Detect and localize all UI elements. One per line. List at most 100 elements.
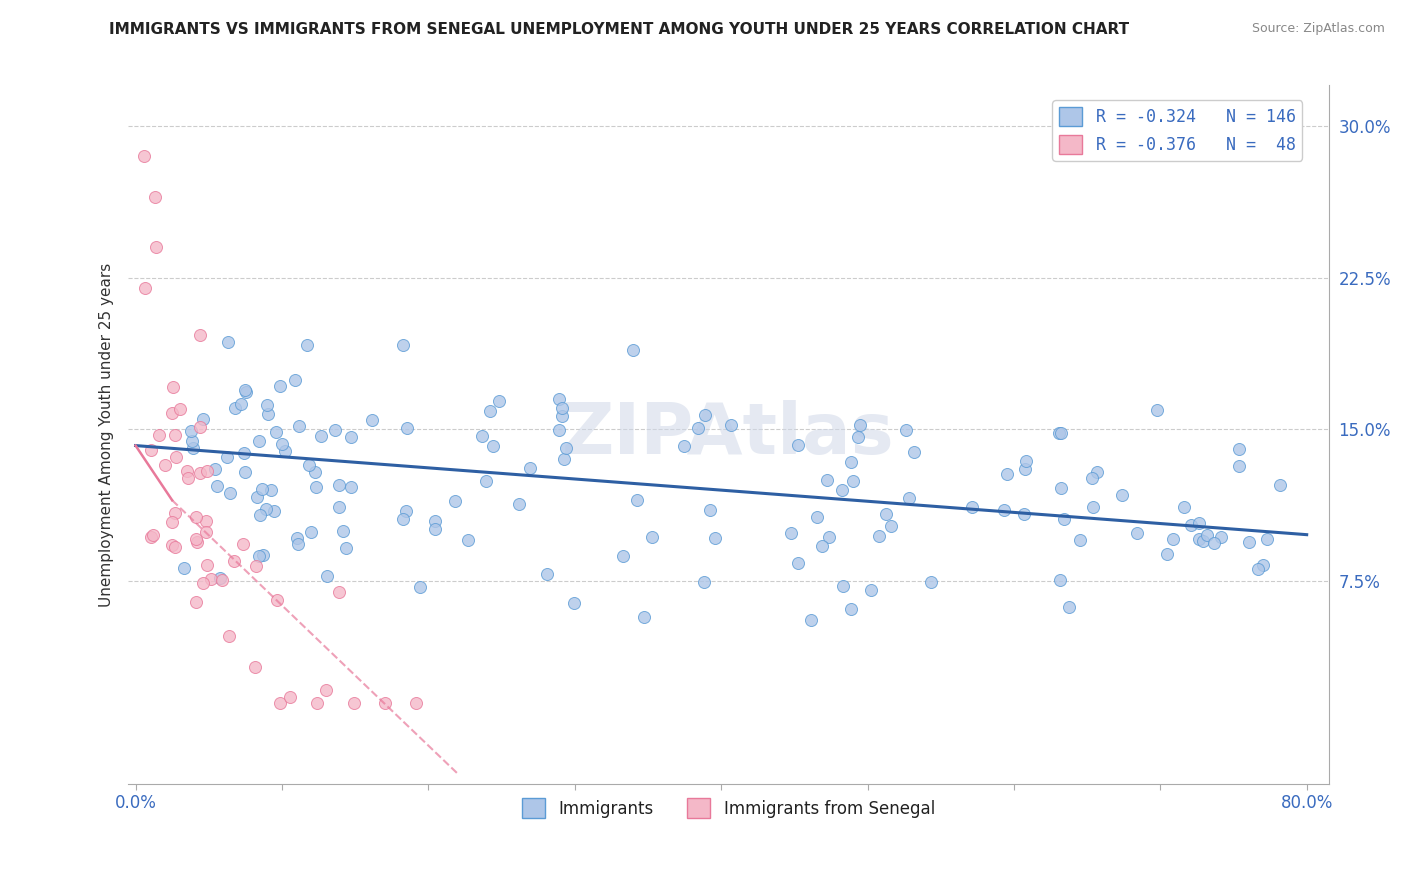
Point (247, 434, 270, 449)
Point (278, 690, 301, 704)
Point (880, 519, 903, 533)
Point (839, 602, 862, 616)
Point (481, 439, 503, 453)
Point (641, 530, 664, 544)
Point (1049, 426, 1071, 441)
Point (457, 533, 479, 548)
Point (1111, 488, 1133, 502)
Point (256, 398, 278, 412)
Point (688, 420, 710, 434)
Point (875, 507, 897, 521)
Point (550, 401, 572, 415)
Point (633, 610, 655, 624)
Point (831, 483, 853, 497)
Point (219, 485, 242, 500)
Point (1192, 534, 1215, 549)
Y-axis label: Unemployment Among Youth under 25 years: Unemployment Among Youth under 25 years (100, 262, 114, 607)
Point (160, 538, 183, 552)
Point (1180, 517, 1202, 532)
Point (1081, 470, 1104, 484)
Point (394, 504, 416, 518)
Point (1256, 532, 1278, 546)
Point (245, 660, 267, 674)
Point (165, 428, 187, 442)
Point (1188, 516, 1211, 530)
Point (849, 417, 872, 432)
Point (215, 450, 238, 465)
Point (612, 549, 634, 564)
Point (264, 425, 287, 439)
Point (806, 509, 828, 524)
Point (134, 149, 156, 163)
Point (1085, 465, 1108, 479)
Point (274, 444, 297, 458)
Point (1125, 525, 1147, 540)
Point (139, 530, 162, 544)
Point (536, 566, 558, 581)
Point (195, 514, 218, 528)
Point (960, 500, 983, 514)
Point (626, 493, 648, 508)
Text: Source: ZipAtlas.com: Source: ZipAtlas.com (1251, 22, 1385, 36)
Point (405, 696, 427, 710)
Point (693, 575, 716, 590)
Point (176, 464, 198, 478)
Point (165, 450, 187, 464)
Point (1015, 453, 1038, 467)
Point (186, 534, 208, 549)
Point (233, 384, 256, 398)
Point (191, 411, 214, 425)
Point (444, 494, 467, 508)
Point (191, 575, 214, 590)
Point (139, 442, 162, 457)
Point (1227, 442, 1250, 456)
Point (811, 539, 834, 553)
Point (181, 442, 204, 456)
Point (162, 380, 184, 394)
Point (1057, 600, 1080, 615)
Point (1081, 500, 1104, 514)
Point (1188, 532, 1211, 546)
Point (699, 503, 721, 517)
Point (143, 189, 166, 203)
Point (235, 384, 257, 399)
Point (285, 532, 308, 546)
Point (1049, 574, 1071, 588)
Point (343, 696, 366, 710)
Point (548, 424, 571, 438)
Point (231, 397, 253, 411)
Point (562, 596, 585, 610)
Point (195, 558, 218, 572)
Point (173, 561, 195, 575)
Point (142, 528, 165, 542)
Point (304, 465, 326, 479)
Point (250, 482, 273, 496)
Point (1053, 512, 1076, 526)
Point (284, 372, 307, 386)
Point (299, 524, 322, 539)
Point (134, 280, 156, 294)
Point (194, 525, 217, 540)
Point (846, 430, 869, 444)
Point (266, 593, 288, 607)
Point (471, 428, 494, 442)
Point (1069, 533, 1091, 547)
Point (247, 549, 270, 563)
Point (1049, 481, 1071, 495)
Point (392, 512, 415, 526)
Point (233, 465, 256, 479)
Point (260, 483, 283, 498)
Point (817, 530, 839, 544)
Point (309, 429, 332, 443)
Point (842, 474, 865, 488)
Point (920, 575, 942, 590)
Point (181, 434, 204, 449)
Point (547, 392, 569, 406)
Point (245, 490, 267, 504)
Point (200, 572, 222, 586)
Point (340, 480, 363, 494)
Point (232, 446, 254, 460)
Point (335, 541, 357, 556)
Point (204, 462, 226, 476)
Point (254, 501, 277, 516)
